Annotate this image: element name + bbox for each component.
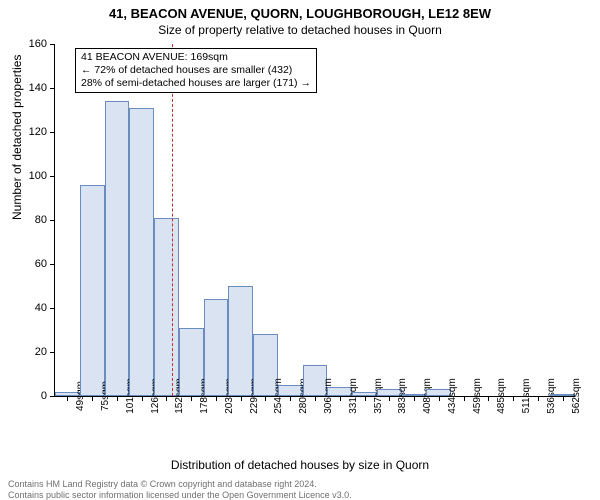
x-tick [464,396,465,401]
x-tick [117,396,118,401]
y-tick-label: 140 [29,82,55,94]
x-tick-label: 562sqm [566,378,582,414]
x-tick-label: 434sqm [442,378,458,414]
annotation-box: 41 BEACON AVENUE: 169sqm← 72% of detache… [75,48,317,93]
x-tick-label: 254sqm [268,378,284,414]
y-axis-title: Number of detached properties [10,55,24,220]
x-tick [191,396,192,401]
x-tick [166,396,167,401]
y-tick-label: 20 [35,346,55,358]
y-tick-label: 120 [29,126,55,138]
x-tick-label: 408sqm [417,378,433,414]
x-tick-label: 536sqm [541,378,557,414]
x-tick-label: 331sqm [343,378,359,414]
marker-line [172,44,173,396]
x-tick [439,396,440,401]
histogram-bar [80,185,105,396]
x-tick [92,396,93,401]
chart-container: 41, BEACON AVENUE, QUORN, LOUGHBOROUGH, … [0,0,600,500]
y-tick-label: 80 [35,214,55,226]
x-tick [142,396,143,401]
x-tick-label: 357sqm [368,378,384,414]
x-axis-title: Distribution of detached houses by size … [0,458,600,472]
plot-area: 02040608010012014016049sqm75sqm101sqm126… [54,44,575,397]
x-tick [563,396,564,401]
x-tick-label: 383sqm [392,378,408,414]
histogram-bar [154,218,179,396]
x-tick [414,396,415,401]
annotation-line: 41 BEACON AVENUE: 169sqm [81,51,311,64]
footer-line-1: Contains HM Land Registry data © Crown c… [8,479,352,489]
histogram-bar [105,101,130,396]
x-tick [513,396,514,401]
footer-attribution: Contains HM Land Registry data © Crown c… [8,479,352,500]
footer-line-2: Contains public sector information licen… [8,490,352,500]
x-tick [365,396,366,401]
y-tick-label: 100 [29,170,55,182]
annotation-line: ← 72% of detached houses are smaller (43… [81,64,311,77]
x-tick [265,396,266,401]
y-tick-label: 160 [29,38,55,50]
y-tick-label: 0 [41,390,55,402]
x-tick [67,396,68,401]
x-tick [389,396,390,401]
y-tick-label: 60 [35,258,55,270]
x-tick-label: 511sqm [516,379,532,414]
x-tick [315,396,316,401]
x-tick [340,396,341,401]
y-tick-label: 40 [35,302,55,314]
x-tick [216,396,217,401]
chart-subtitle: Size of property relative to detached ho… [0,21,600,37]
x-tick-label: 485sqm [491,378,507,414]
histogram-bar [129,108,154,396]
x-tick-label: 459sqm [467,378,483,414]
x-tick-label: 306sqm [318,378,334,414]
x-tick [290,396,291,401]
annotation-line: 28% of semi-detached houses are larger (… [81,77,311,90]
chart-title: 41, BEACON AVENUE, QUORN, LOUGHBOROUGH, … [0,0,600,21]
x-tick [241,396,242,401]
x-tick [488,396,489,401]
x-tick [538,396,539,401]
